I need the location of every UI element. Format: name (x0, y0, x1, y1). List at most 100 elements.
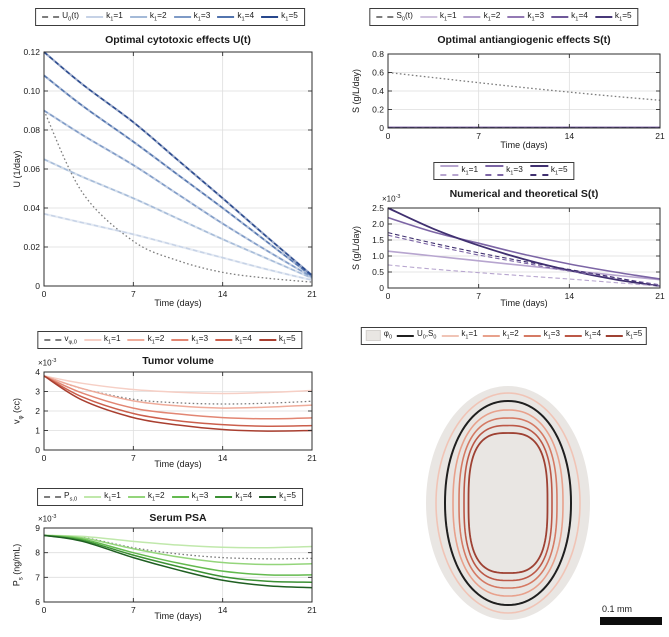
svg-text:21: 21 (655, 131, 665, 141)
legend-item: k1=2 (129, 10, 167, 23)
legend-label: k1=3 (527, 10, 545, 23)
scalebar-label: 0.1 mm (602, 604, 633, 614)
legend-sample-icon (564, 334, 582, 337)
legend-sample-icon (365, 330, 381, 342)
legend-label: U0,S0 (417, 329, 437, 341)
legend-item: k1=4 (215, 490, 253, 503)
legend-label: k1=3 (191, 333, 209, 346)
legend-label: k1=5 (614, 10, 632, 23)
svg-text:21: 21 (655, 291, 665, 301)
legend-sample-icon (261, 15, 279, 18)
legend-sample-icon (485, 165, 504, 177)
legend-sample-icon (83, 338, 101, 341)
legend-sample-icon (86, 15, 104, 18)
legend-numerical-theoretical-s: k1=1 k1=3 k1=5 (433, 162, 575, 180)
x-axis-label: Time (days) (500, 298, 548, 308)
legend-item: k1=5 (259, 490, 296, 503)
legend-item: k1=1 (86, 10, 123, 23)
svg-text:0: 0 (35, 445, 40, 455)
svg-text:0.8: 0.8 (372, 49, 384, 59)
legend-antiangiogenic-s: S0(t) k1=1 k1=2 k1=3 k1=4 k1=5 (369, 8, 639, 26)
svg-text:0.2: 0.2 (372, 105, 384, 115)
panel-numerical-theoretical-s: k1=1 k1=3 k1=5 Numerical and theoretical S… (342, 158, 666, 318)
legend-item: S0(t) (376, 10, 413, 23)
legend-item: φ0 (365, 329, 392, 342)
legend-label: k1=3 (506, 164, 523, 177)
legend-label: k1=1 (106, 10, 123, 23)
legend-sample-icon (376, 15, 394, 18)
legend-sample-icon (129, 15, 147, 18)
legend-cytotoxic-u: U0(t) k1=1 k1=2 k1=3 k1=4 k1=5 (35, 8, 305, 26)
legend-label: k1=1 (461, 329, 478, 341)
scalebar (600, 617, 662, 625)
chart-title: Optimal cytotoxic effects U(t) (105, 34, 251, 46)
legend-item: k1=2 (463, 10, 501, 23)
legend-label: k1=4 (235, 490, 253, 503)
svg-text:21: 21 (307, 605, 317, 615)
y-axis-exponent: ×10-3 (38, 514, 57, 524)
legend-sample-icon (258, 338, 276, 341)
svg-text:0: 0 (379, 123, 384, 133)
legend-sample-icon (127, 338, 145, 341)
svg-text:14: 14 (565, 131, 575, 141)
x-axis-label: Time (days) (154, 298, 202, 308)
legend-sample-icon (44, 495, 62, 498)
svg-text:0: 0 (42, 453, 47, 463)
chart-title: Optimal antiangiogenic effects S(t) (437, 34, 611, 46)
legend-item: U0,S0 (397, 329, 437, 342)
legend-sample-icon (215, 495, 233, 498)
svg-text:7: 7 (476, 291, 481, 301)
legend-serum-psa: Ps,0 k1=1 k1=2 k1=3 k1=4 k1=5 (37, 488, 303, 506)
legend-label: k1=4 (584, 329, 602, 341)
chart-canvas-numerical-theoretical-s: 0 7 14 21 0 0.5 1.0 1.5 2.0 2.5 (372, 203, 665, 301)
legend-label: k1=2 (149, 10, 167, 23)
legend-label: k1=2 (483, 10, 501, 23)
legend-label: k1=2 (147, 333, 165, 346)
svg-text:1.0: 1.0 (372, 251, 384, 261)
legend-label: S0(t) (396, 10, 413, 23)
legend-item: k1=3 (171, 333, 209, 346)
svg-text:0: 0 (35, 281, 40, 291)
x-axis-label: Time (days) (154, 611, 202, 621)
svg-text:7: 7 (131, 289, 136, 299)
svg-text:0.04: 0.04 (23, 203, 40, 213)
svg-text:3: 3 (35, 387, 40, 397)
legend-sample-icon (463, 15, 481, 18)
legend-sample-icon (523, 334, 541, 337)
svg-text:0.10: 0.10 (23, 86, 40, 96)
legend-item: k1=5 (261, 10, 298, 23)
svg-text:1.5: 1.5 (372, 235, 384, 245)
legend-label: k1=1 (461, 164, 479, 177)
svg-text:7: 7 (35, 572, 40, 582)
svg-text:0.02: 0.02 (23, 242, 40, 252)
legend-item: k1=4 (551, 10, 588, 23)
chart-canvas-cytotoxic-u: 0 7 14 21 0 0.02 0.04 0.06 0.08 0.10 0.12 (23, 47, 317, 299)
panel-cytotoxic-u: U0(t) k1=1 k1=2 k1=3 k1=4 k1=5 Optimal cytoto… (8, 4, 332, 322)
svg-text:0.06: 0.06 (23, 164, 40, 174)
legend-sample-icon (217, 15, 235, 18)
legend-item: k1=5 (529, 164, 568, 177)
legend-sample-icon (259, 495, 277, 498)
svg-text:14: 14 (565, 291, 575, 301)
legend-tumor-morphology: φ0 U0,S0 k1=1 k1=2 k1=3 k1=4 k1=5 (360, 327, 648, 345)
chart-canvas-tumor-volume: 0 7 14 21 0 1 2 3 4 (35, 367, 317, 463)
legend-label: k1=2 (502, 329, 519, 341)
svg-text:4: 4 (35, 367, 40, 377)
panel-antiangiogenic-s: S0(t) k1=1 k1=2 k1=3 k1=4 k1=5 Optimal antian… (342, 4, 666, 156)
svg-text:0: 0 (386, 291, 391, 301)
svg-text:7: 7 (476, 131, 481, 141)
legend-label: k1=5 (278, 333, 296, 346)
legend-item: k1=3 (485, 164, 523, 177)
svg-text:0.6: 0.6 (372, 68, 384, 78)
legend-item: k1=4 (217, 10, 254, 23)
svg-text:8: 8 (35, 548, 40, 558)
legend-item: k1=5 (606, 329, 642, 342)
legend-sample-icon (171, 338, 189, 341)
legend-item: k1=3 (507, 10, 545, 23)
legend-item: k1=2 (127, 490, 165, 503)
legend-sample-icon (397, 334, 415, 337)
legend-item: vφ,0 (44, 333, 77, 346)
legend-item: k1=1 (84, 490, 121, 503)
legend-sample-icon (440, 165, 459, 177)
